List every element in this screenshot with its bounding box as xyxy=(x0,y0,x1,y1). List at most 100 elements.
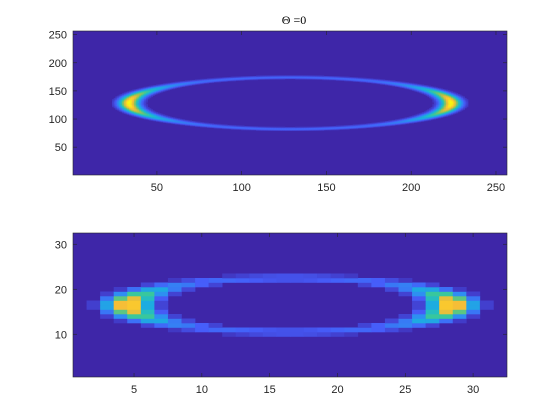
heatmap-cell xyxy=(442,113,445,114)
heatmap-cell xyxy=(137,116,140,118)
heatmap-cell xyxy=(144,109,147,111)
heatmap-cell xyxy=(117,98,120,100)
heatmap-cell xyxy=(135,102,138,104)
heatmap-cell xyxy=(147,88,150,90)
heatmap-cell xyxy=(442,100,445,102)
heatmap-cell xyxy=(235,76,238,78)
heatmap-cell xyxy=(432,118,435,120)
heatmap-cell xyxy=(432,97,435,99)
heatmap-cell xyxy=(134,95,137,96)
heatmap-cell xyxy=(332,78,335,80)
heatmap-cell xyxy=(186,81,189,82)
heatmap-cell xyxy=(144,103,147,104)
heatmap-cell xyxy=(328,78,331,80)
heatmap-cell xyxy=(144,86,147,88)
heatmap-cell xyxy=(254,129,257,131)
heatmap-cell xyxy=(261,127,264,129)
heatmap-cell xyxy=(447,94,450,96)
heatmap-cell xyxy=(206,127,209,129)
heatmap-cell xyxy=(274,76,277,77)
heatmap-cell xyxy=(423,86,426,87)
heatmap-cell xyxy=(156,118,159,120)
heatmap-cell xyxy=(217,77,220,79)
heatmap-cell xyxy=(161,121,164,122)
heatmap-cell xyxy=(212,78,215,80)
heatmap-cell xyxy=(340,127,343,129)
heatmap-cell xyxy=(210,124,213,126)
heatmap-cell xyxy=(437,112,440,113)
heatmap-cell xyxy=(459,110,462,112)
heatmap-cell xyxy=(123,107,126,109)
heatmap-cell xyxy=(400,85,403,87)
heatmap-cell xyxy=(459,101,462,103)
heatmap-cell xyxy=(132,109,135,111)
heatmap-cell xyxy=(432,108,435,110)
heatmap-cell xyxy=(362,127,365,129)
heatmap-cell xyxy=(445,92,448,94)
heatmap-cell xyxy=(118,106,121,108)
heatmap-cell xyxy=(276,128,279,130)
heatmap-cell xyxy=(444,111,447,113)
heatmap-cell xyxy=(303,78,306,80)
heatmap-cell xyxy=(452,109,455,111)
heatmap-cell xyxy=(454,109,457,111)
heatmap-cell xyxy=(384,84,387,86)
heatmap-cell xyxy=(298,76,301,77)
heatmap-cell xyxy=(447,96,450,98)
heatmap-cell xyxy=(245,126,248,127)
heatmap-cell xyxy=(356,126,359,127)
heatmap-cell xyxy=(296,130,299,131)
heatmap-cell xyxy=(144,107,147,109)
heatmap-cell xyxy=(279,77,282,79)
heatmap-cell xyxy=(398,82,401,84)
heatmap-cell xyxy=(454,97,457,99)
heatmap-cell xyxy=(142,94,145,95)
heatmap-cell xyxy=(113,104,116,106)
heatmap-cell xyxy=(332,128,335,130)
heatmap-cell xyxy=(222,327,237,333)
heatmap-cell xyxy=(123,97,126,99)
heatmap-cell xyxy=(354,124,357,126)
heatmap-cell xyxy=(150,96,153,98)
heatmap-cell xyxy=(230,78,233,80)
heatmap-cell xyxy=(134,100,137,102)
heatmap-cell xyxy=(173,118,176,120)
heatmap-cell xyxy=(137,101,140,103)
heatmap-cell xyxy=(439,99,442,101)
heatmap-cell xyxy=(181,86,184,87)
heatmap-cell xyxy=(379,80,382,82)
heatmap-cell xyxy=(284,130,287,131)
heatmap-cell xyxy=(113,105,116,107)
heatmap-cell xyxy=(169,83,172,85)
heatmap-cell xyxy=(429,86,432,88)
heatmap-cell xyxy=(130,95,133,97)
heatmap-cell xyxy=(301,126,304,128)
heatmap-cell xyxy=(125,94,128,95)
heatmap-cell xyxy=(451,97,454,99)
heatmap-cell xyxy=(366,81,369,83)
heatmap-cell xyxy=(200,126,203,128)
heatmap-cell xyxy=(449,96,452,98)
heatmap-cell xyxy=(427,111,430,113)
heatmap-cell xyxy=(440,108,443,110)
heatmap-cell xyxy=(257,76,260,77)
heatmap-cell xyxy=(454,94,457,96)
heatmap-cell xyxy=(337,78,340,80)
heatmap-cell xyxy=(420,87,423,89)
heatmap-cell xyxy=(166,87,169,89)
heatmap-cell xyxy=(442,94,445,96)
heatmap-cell xyxy=(181,121,184,122)
heatmap-cell xyxy=(430,113,433,115)
heatmap-cell xyxy=(357,78,360,80)
heatmap-cell xyxy=(429,115,432,117)
heatmap-cell xyxy=(391,83,394,85)
heatmap-cell xyxy=(418,85,421,87)
heatmap-cell xyxy=(159,119,162,121)
heatmap-cell xyxy=(183,82,186,84)
heatmap-cell xyxy=(227,77,230,79)
heatmap-cell xyxy=(418,119,421,121)
heatmap-cell xyxy=(218,79,221,81)
heatmap-cell xyxy=(291,130,294,131)
heatmap-cell xyxy=(169,121,172,122)
heatmap-cell xyxy=(218,126,221,127)
